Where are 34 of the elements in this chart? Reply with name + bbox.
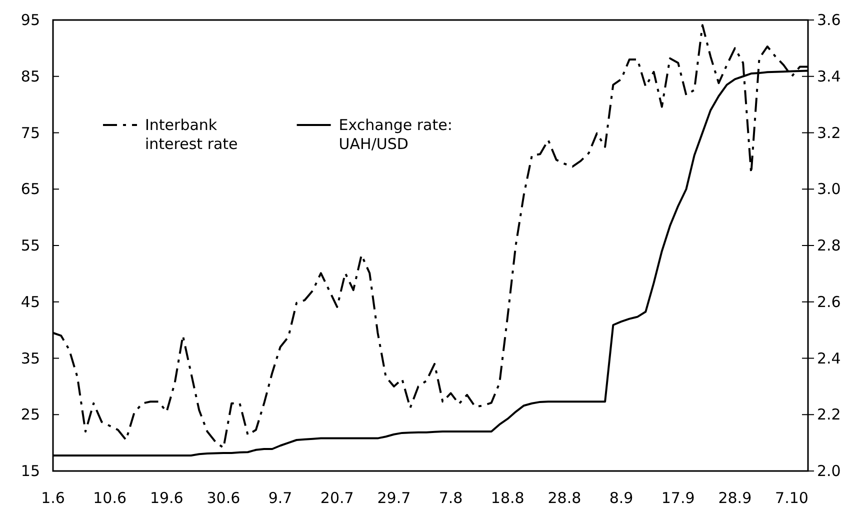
x-tick-label: 28.8 [548, 489, 582, 507]
y-tick-label: 45 [20, 292, 40, 311]
y-tick-label: 85 [20, 67, 40, 86]
y2-tick-label: 3.0 [817, 180, 841, 198]
x-tick-label: 1.6 [41, 489, 65, 507]
x-tick-label: 29.7 [377, 489, 411, 507]
y2-tick-label: 3.4 [817, 67, 841, 86]
x-tick-label: 9.7 [268, 489, 292, 507]
y2-tick-label: 2.6 [817, 292, 841, 311]
y2-tick-label: 2.8 [817, 236, 841, 254]
x-tick-label: 28.9 [718, 489, 752, 507]
legend-label: Exchange rate: UAH/USD [338, 116, 452, 153]
x-tick-label: 8.9 [609, 489, 634, 507]
y2-tick-label: 3.6 [817, 11, 841, 29]
y-tick-label: 25 [20, 406, 40, 424]
x-tick-label: 7.8 [438, 489, 463, 507]
y2-tick-label: 2.0 [817, 462, 841, 480]
x-tick-label: 7.10 [775, 489, 808, 507]
y2-tick-label: 3.2 [817, 124, 841, 142]
y2-tick-label: 2.2 [817, 406, 841, 424]
x-tick-label: 10.6 [93, 489, 127, 507]
x-tick-label: 18.8 [490, 489, 524, 507]
x-tick-label: 17.9 [661, 489, 695, 507]
y-tick-label: 15 [20, 462, 40, 480]
x-tick-label: 30.6 [206, 489, 240, 507]
y-tick-label: 65 [20, 180, 40, 198]
x-tick-label: 20.7 [320, 489, 354, 507]
y-tick-label: 55 [20, 236, 40, 254]
y-tick-label: 75 [20, 124, 40, 142]
legend-label: Interbank interest rate [145, 116, 238, 153]
y-tick-label: 95 [20, 11, 40, 29]
y-tick-label: 35 [20, 349, 40, 368]
y2-tick-label: 2.4 [817, 349, 841, 368]
x-tick-label: 19.6 [150, 489, 184, 507]
